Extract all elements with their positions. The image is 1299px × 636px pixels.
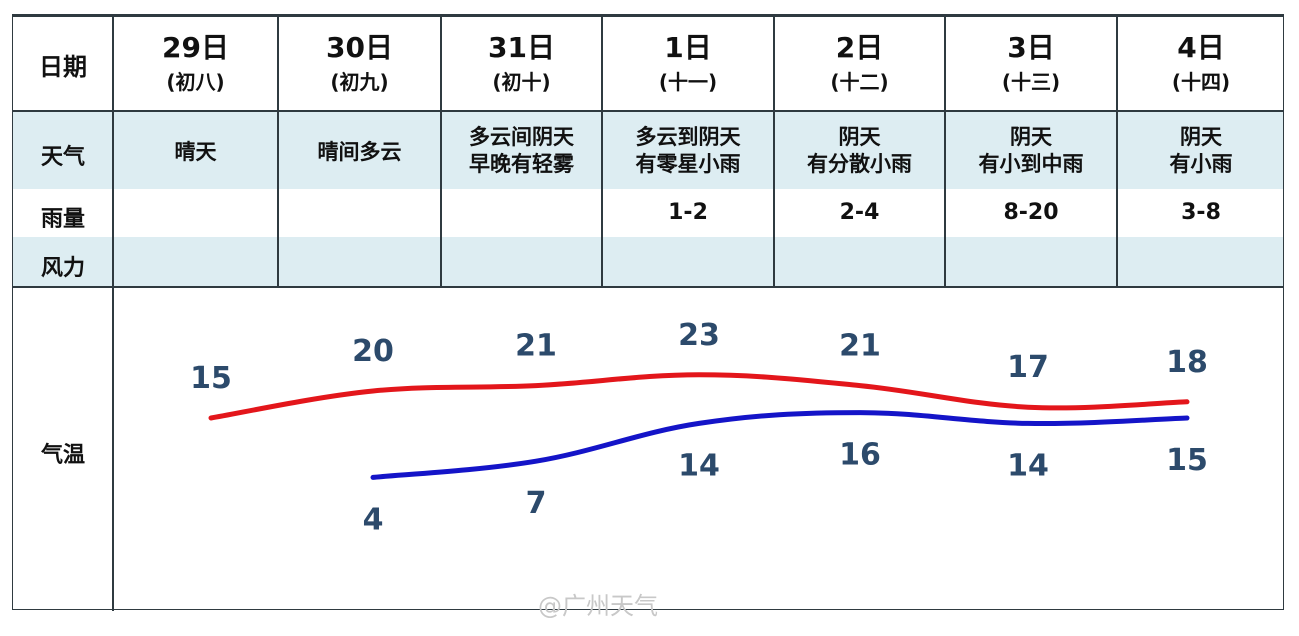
- row-divider: [13, 15, 1283, 17]
- rain-cell: 8-20: [1003, 200, 1059, 225]
- rain-row-band: [13, 189, 1283, 237]
- low-temp-label: 7: [526, 486, 547, 521]
- forecast-table: 日期 天气 雨量 风力 气温 29日 (初八) 晴天 30日 (初九) 晴间多云 31日 (初…: [12, 14, 1284, 611]
- high-temp-label: 21: [839, 329, 881, 364]
- high-temp-label: 17: [1007, 350, 1049, 385]
- lunar-date-cell: (初九): [330, 70, 389, 94]
- weather-cell: 多云到阴天: [635, 125, 741, 149]
- low-temp-line: [370, 410, 1190, 480]
- date-cell: 31日: [488, 31, 555, 64]
- weather-cell: 阴天: [838, 125, 881, 149]
- weather-cell: 阴天: [1180, 125, 1222, 149]
- high-temp-label: 23: [678, 318, 720, 353]
- weather-cell: 多云间阴天: [469, 125, 574, 149]
- high-temp-line: [208, 372, 1190, 421]
- column-divider: [112, 15, 114, 611]
- low-temp-label: 4: [363, 502, 384, 537]
- watermark: @广州天气: [538, 592, 658, 620]
- date-cell: 29日: [162, 31, 229, 64]
- date-cell: 4日: [1177, 31, 1225, 64]
- lunar-date-cell: (初八): [166, 70, 225, 94]
- high-temp-label: 18: [1166, 345, 1208, 380]
- column-divider: [277, 15, 279, 287]
- weather-cell: 有小雨: [1169, 152, 1233, 176]
- weather-cell: 有分散小雨: [807, 152, 912, 176]
- column-divider: [440, 15, 442, 287]
- low-temp-label: 15: [1166, 443, 1208, 478]
- column-divider: [773, 15, 775, 287]
- date-cell: 1日: [664, 31, 712, 64]
- high-temp-label: 15: [190, 361, 232, 396]
- row-label-temp: 气温: [40, 443, 85, 468]
- weather-cell: 早晚有轻雾: [469, 152, 574, 176]
- lunar-date-cell: (十二): [830, 70, 889, 94]
- column-divider: [944, 15, 946, 287]
- rain-cell: 2-4: [839, 200, 880, 225]
- row-label-rain: 雨量: [40, 207, 85, 232]
- column-divider: [1116, 15, 1118, 287]
- high-temp-label: 21: [515, 329, 557, 364]
- wind-row-band: [13, 237, 1283, 287]
- row-label-date: 日期: [39, 53, 87, 81]
- low-temp-label: 14: [1007, 448, 1049, 483]
- weather-cell: 阴天: [1010, 125, 1052, 149]
- lunar-date-cell: (十四): [1171, 70, 1231, 94]
- rain-cell: 1-2: [668, 200, 708, 225]
- row-label-wind: 风力: [40, 256, 85, 281]
- weather-cell: 晴天: [174, 140, 217, 164]
- high-temp-label: 20: [352, 334, 394, 369]
- date-cell: 3日: [1007, 31, 1055, 64]
- weather-cell: 晴间多云: [317, 140, 402, 164]
- date-cell: 30日: [326, 31, 393, 64]
- weather-cell: 有小到中雨: [978, 152, 1084, 176]
- lunar-date-cell: (初十): [492, 70, 551, 94]
- weather-cell: 有零星小雨: [635, 152, 741, 176]
- lunar-date-cell: (十一): [658, 70, 718, 94]
- column-divider: [601, 15, 603, 287]
- row-divider: [13, 286, 1283, 288]
- lunar-date-cell: (十三): [1001, 70, 1061, 94]
- low-temp-label: 14: [678, 448, 720, 483]
- row-label-weather: 天气: [40, 145, 85, 170]
- date-cell: 2日: [835, 31, 884, 64]
- weather-row-band: [13, 111, 1283, 189]
- rain-cell: 3-8: [1181, 200, 1221, 225]
- low-temp-label: 16: [839, 438, 881, 473]
- row-divider: [13, 110, 1283, 112]
